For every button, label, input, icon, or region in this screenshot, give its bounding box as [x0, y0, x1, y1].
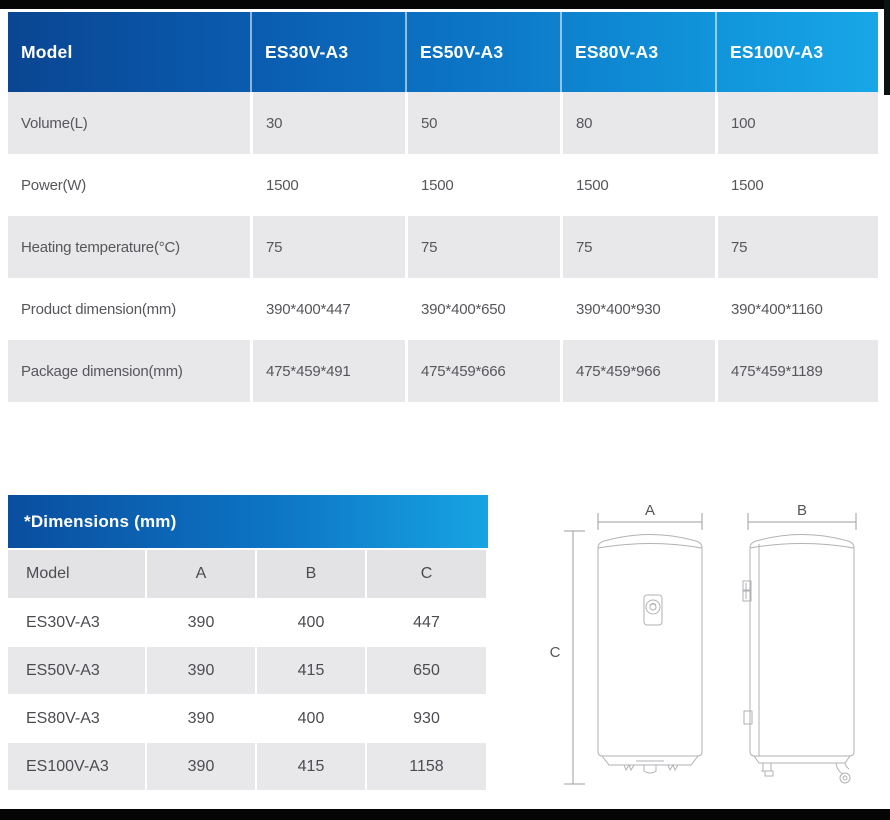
- dim-cell: 447: [365, 599, 486, 646]
- dim-cell: 415: [255, 647, 365, 694]
- dim-row-es50v: ES50V-A3 390 415 650: [8, 647, 488, 694]
- dim-header-b: B: [255, 550, 365, 598]
- dim-model-cell: ES30V-A3: [26, 613, 100, 631]
- spec-cell: 75: [405, 216, 560, 278]
- dim-header-model: Model: [8, 550, 145, 598]
- spec-row-product-dimension: Product dimension(mm) 390*400*447 390*40…: [8, 278, 878, 340]
- spec-row-label: Package dimension(mm): [8, 340, 250, 402]
- product-dimension-diagram: A B C: [540, 495, 880, 800]
- dim-cell: 390: [145, 647, 255, 694]
- spec-table: Model ES30V-A3 ES50V-A3 ES80V-A3 ES100V-…: [8, 12, 878, 402]
- dim-header-c: C: [365, 550, 486, 598]
- spec-cell: 30: [250, 92, 405, 154]
- water-heater-side-view: [742, 534, 855, 784]
- spec-cell: 75: [250, 216, 405, 278]
- spec-table-header-row: Model ES30V-A3 ES50V-A3 ES80V-A3 ES100V-…: [8, 12, 878, 92]
- dim-model-cell: ES80V-A3: [26, 709, 100, 727]
- spec-cell: 50: [405, 92, 560, 154]
- dim-model-cell: ES100V-A3: [8, 743, 145, 790]
- dimension-b-callout: [747, 513, 857, 530]
- spec-cell: 75: [715, 216, 878, 278]
- dimensions-table: *Dimensions (mm) Model A B C ES30V-A3 39…: [8, 495, 488, 790]
- dim-cell: 390: [145, 743, 255, 790]
- dimensions-table-title: *Dimensions (mm): [8, 495, 488, 548]
- dimension-c-label: C: [550, 644, 561, 661]
- dimension-b-label: B: [797, 502, 807, 519]
- spec-cell: 475*459*1189: [715, 340, 878, 402]
- letterbox-top-bar: [0, 0, 890, 9]
- dim-cell: 650: [365, 647, 486, 694]
- water-heater-front-view: [597, 534, 703, 774]
- spec-header-es80v: ES80V-A3: [560, 12, 715, 92]
- spec-cell: 1500: [405, 154, 560, 216]
- spec-header-es30v: ES30V-A3: [250, 12, 405, 92]
- dim-cell: 930: [365, 695, 486, 742]
- dim-row-es80v: ES80V-A3 390 400 930: [8, 695, 488, 742]
- spec-cell: 75: [560, 216, 715, 278]
- dim-cell: 400: [255, 599, 365, 646]
- dimension-a-callout: [597, 513, 703, 530]
- spec-header-model: Model: [21, 41, 73, 62]
- spec-row-label: Heating temperature(°C): [8, 216, 250, 278]
- dim-cell: 390: [145, 695, 255, 742]
- dim-cell: 415: [255, 743, 365, 790]
- spec-cell: 390*400*930: [560, 278, 715, 340]
- dimension-c-callout: [564, 530, 585, 785]
- spec-cell: 100: [715, 92, 878, 154]
- spec-cell: 1500: [250, 154, 405, 216]
- spec-row-volume: Volume(L) 30 50 80 100: [8, 92, 878, 154]
- spec-row-heating-temperature: Heating temperature(°C) 75 75 75 75: [8, 216, 878, 278]
- spec-cell: 390*400*447: [250, 278, 405, 340]
- spec-header-es100v: ES100V-A3: [715, 12, 878, 92]
- dim-row-es100v: ES100V-A3 390 415 1158: [8, 743, 488, 790]
- dim-row-es30v: ES30V-A3 390 400 447: [8, 599, 488, 646]
- dimensions-header-row: Model A B C: [8, 550, 488, 598]
- dim-model-cell: ES50V-A3: [8, 647, 145, 694]
- spec-cell: 80: [560, 92, 715, 154]
- spec-cell: 475*459*966: [560, 340, 715, 402]
- spec-cell: 1500: [560, 154, 715, 216]
- spec-row-package-dimension: Package dimension(mm) 475*459*491 475*45…: [8, 340, 878, 402]
- dim-cell: 1158: [365, 743, 486, 790]
- spec-header-es50v: ES50V-A3: [405, 12, 560, 92]
- spec-cell: 475*459*666: [405, 340, 560, 402]
- spec-cell: 1500: [715, 154, 878, 216]
- spec-cell: 390*400*650: [405, 278, 560, 340]
- spec-row-label: Product dimension(mm): [21, 300, 177, 318]
- dim-cell: 400: [255, 695, 365, 742]
- dimension-a-label: A: [645, 502, 655, 519]
- letterbox-bottom-bar: [0, 809, 890, 820]
- spec-cell: 390*400*1160: [715, 278, 878, 340]
- dim-cell: 390: [145, 599, 255, 646]
- letterbox-right-edge: [884, 0, 890, 95]
- spec-cell: 475*459*491: [250, 340, 405, 402]
- spec-row-power: Power(W) 1500 1500 1500 1500: [8, 154, 878, 216]
- spec-row-label: Power(W): [21, 176, 87, 194]
- spec-row-label: Volume(L): [8, 92, 250, 154]
- dim-header-a: A: [145, 550, 255, 598]
